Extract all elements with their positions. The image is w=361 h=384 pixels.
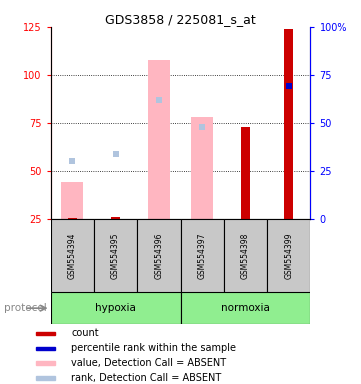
Bar xyxy=(267,219,310,292)
Text: GSM554399: GSM554399 xyxy=(284,232,293,279)
Text: protocol: protocol xyxy=(4,303,46,313)
Text: GSM554396: GSM554396 xyxy=(155,232,163,279)
Bar xyxy=(241,127,250,219)
Bar xyxy=(61,182,83,219)
Bar xyxy=(137,219,180,292)
Text: count: count xyxy=(71,328,99,338)
Text: rank, Detection Call = ABSENT: rank, Detection Call = ABSENT xyxy=(71,373,222,383)
Bar xyxy=(36,376,55,380)
Bar xyxy=(36,346,55,350)
Text: GSM554394: GSM554394 xyxy=(68,232,77,279)
Text: GSM554398: GSM554398 xyxy=(241,232,250,278)
Text: percentile rank within the sample: percentile rank within the sample xyxy=(71,343,236,353)
Bar xyxy=(94,219,137,292)
Bar xyxy=(148,60,170,219)
Bar xyxy=(51,292,180,324)
Text: hypoxia: hypoxia xyxy=(95,303,136,313)
Bar xyxy=(180,292,310,324)
Bar xyxy=(224,219,267,292)
Bar xyxy=(180,219,224,292)
Bar xyxy=(191,117,213,219)
Title: GDS3858 / 225081_s_at: GDS3858 / 225081_s_at xyxy=(105,13,256,26)
Bar xyxy=(284,29,293,219)
Text: GSM554397: GSM554397 xyxy=(198,232,206,279)
Text: normoxia: normoxia xyxy=(221,303,270,313)
Bar xyxy=(36,332,55,335)
Bar xyxy=(51,219,94,292)
Text: GSM554395: GSM554395 xyxy=(111,232,120,279)
Bar xyxy=(68,218,77,219)
Bar xyxy=(36,361,55,365)
Bar xyxy=(111,217,120,219)
Text: value, Detection Call = ABSENT: value, Detection Call = ABSENT xyxy=(71,358,227,368)
